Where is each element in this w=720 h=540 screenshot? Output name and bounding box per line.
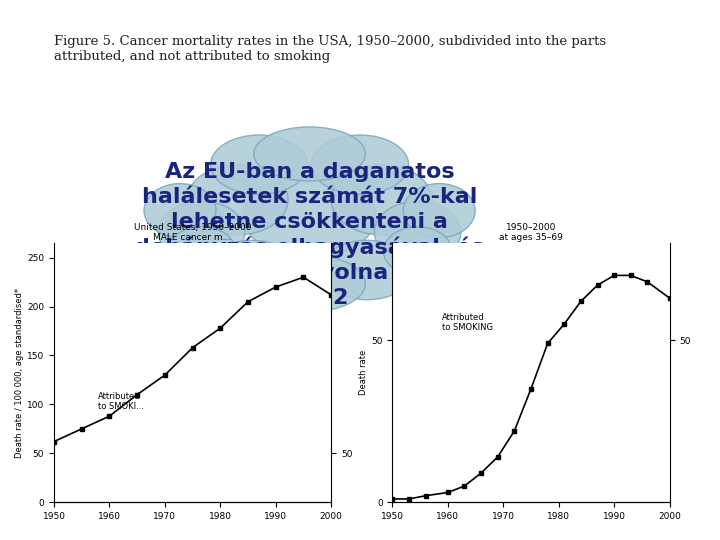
Ellipse shape — [205, 240, 299, 300]
Ellipse shape — [187, 165, 288, 235]
Title: United States, 1950–2000
MALE cancer m...: United States, 1950–2000 MALE cancer m..… — [134, 223, 251, 242]
Text: Attributed
to SMOKING: Attributed to SMOKING — [442, 313, 493, 333]
Ellipse shape — [210, 135, 308, 194]
Ellipse shape — [374, 201, 461, 264]
Ellipse shape — [253, 255, 366, 312]
Ellipse shape — [115, 403, 180, 444]
Ellipse shape — [243, 174, 377, 258]
Ellipse shape — [144, 184, 216, 238]
Title: 1950–2000
at ages 35–69: 1950–2000 at ages 35–69 — [499, 223, 563, 242]
Text: Attributed
to SMOKI...: Attributed to SMOKI... — [99, 392, 144, 411]
Ellipse shape — [403, 184, 475, 238]
Ellipse shape — [311, 135, 409, 194]
Ellipse shape — [130, 354, 223, 408]
Ellipse shape — [383, 227, 452, 275]
Ellipse shape — [168, 227, 236, 275]
Text: Figure 5. Cancer mortality rates in the USA, 1950–2000, subdivided into the part: Figure 5. Cancer mortality rates in the … — [54, 35, 606, 63]
Ellipse shape — [320, 240, 414, 300]
Ellipse shape — [253, 127, 366, 181]
Text: Az EU-ban a daganatos
halálesetek számát 7%-kal
lehetne csökkenteni a
dohányzás : Az EU-ban a daganatos halálesetek számát… — [127, 162, 492, 308]
Ellipse shape — [158, 201, 245, 264]
Ellipse shape — [104, 446, 145, 470]
Ellipse shape — [331, 165, 432, 235]
Y-axis label: Death rate: Death rate — [359, 350, 369, 395]
Y-axis label: Death rate / 100 000, age standardised*: Death rate / 100 000, age standardised* — [15, 287, 24, 458]
